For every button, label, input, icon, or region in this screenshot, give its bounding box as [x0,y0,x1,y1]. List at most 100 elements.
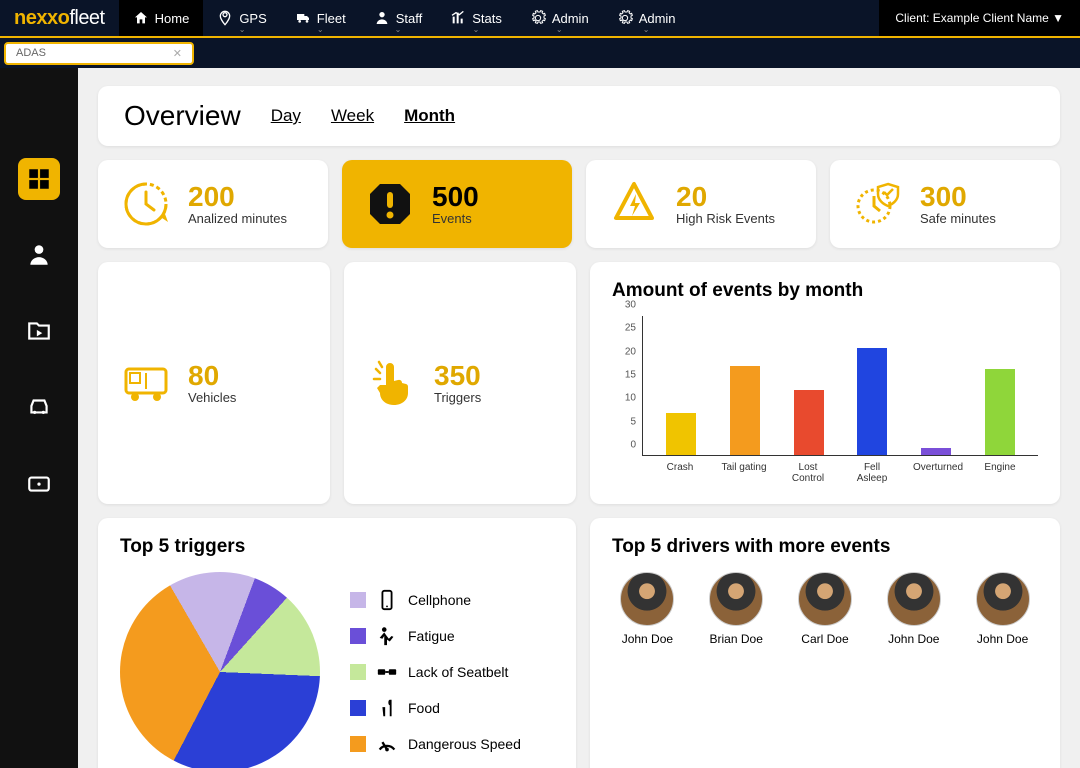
home-icon [133,10,149,26]
driver-name: John Doe [620,632,674,646]
x-label: Engine [977,462,1023,484]
sidebar-dashboard[interactable] [18,158,60,200]
driver-name: John Doe [976,632,1030,646]
person-icon [26,242,52,268]
client-selector[interactable]: Client: Example Client Name ▼ [879,0,1080,36]
shield-clock-icon [852,178,904,230]
close-icon[interactable]: ✕ [173,47,182,60]
legend-item: Cellphone [350,589,521,611]
legend-glyph-icon [376,589,398,611]
avatar [798,572,852,626]
legend-item: Dangerous Speed [350,733,521,755]
bar [794,390,824,455]
legend-item: Lack of Seatbelt [350,661,521,683]
sidebar-camera[interactable] [18,462,60,504]
x-label: Fell Asleep [849,462,895,484]
main-content: Overview Day Week Month 200Analized minu… [78,68,1080,768]
sidebar-car[interactable] [18,386,60,428]
driver-name: Carl Doe [798,632,852,646]
stat-high-risk: 20High Risk Events [586,160,816,248]
period-month[interactable]: Month [404,106,455,126]
nav-gps[interactable]: GPS⌄ [203,0,280,36]
nav-admin-2[interactable]: Admin⌄ [603,0,690,36]
grid-icon [26,166,52,192]
stat-value: 350 [434,362,481,390]
pin-icon [217,10,233,26]
stat-value: 300 [920,183,996,211]
stat-value: 200 [188,183,287,211]
stat-label: Safe minutes [920,211,996,226]
avatar [620,572,674,626]
video-folder-icon [26,318,52,344]
legend-label: Dangerous Speed [408,736,521,752]
y-tick: 5 [630,416,636,427]
swatch-icon [350,592,366,608]
stat-label: Events [432,211,479,226]
swatch-icon [350,700,366,716]
legend-glyph-icon [376,661,398,683]
swatch-icon [350,736,366,752]
brand-b: fleet [69,7,104,30]
car-icon [26,394,52,420]
sidebar-video[interactable] [18,310,60,352]
nav-admin-1[interactable]: Admin⌄ [516,0,603,36]
bolt-icon [608,178,660,230]
avatar [887,572,941,626]
finger-icon [366,357,418,409]
brand-a: nexxo [14,7,69,30]
nav-label: Staff [396,11,423,26]
nav-stats[interactable]: Stats⌄ [436,0,516,36]
x-label: Lost Control [785,462,831,484]
sidebar-user[interactable] [18,234,60,276]
x-label: Tail gating [721,462,767,484]
triggers-panel: Top 5 triggers Cellphone Fatigue Lack of… [98,518,576,768]
drivers-panel: Top 5 drivers with more events John Doe … [590,518,1060,768]
stat-events: 500Events [342,160,572,248]
legend-item: Fatigue [350,625,521,647]
top-navbar: nexxofleet Home GPS⌄ Fleet⌄ Staff⌄ Stats… [0,0,1080,38]
brand-logo: nexxofleet [0,0,119,36]
driver-name: Brian Doe [709,632,763,646]
stat-label: Vehicles [188,390,236,405]
nav-label: Stats [472,11,502,26]
drivers-title: Top 5 drivers with more events [612,536,1038,558]
driver-item[interactable]: John Doe [976,572,1030,646]
y-tick: 30 [625,300,636,311]
stat-label: Analized minutes [188,211,287,226]
bar [730,366,760,455]
overview-header: Overview Day Week Month [98,86,1060,146]
nav-label: Admin [552,11,589,26]
chart-title: Amount of events by month [612,280,1038,302]
bar [666,413,696,455]
page-title: Overview [124,100,241,132]
swatch-icon [350,628,366,644]
stat-label: Triggers [434,390,481,405]
avatar [976,572,1030,626]
nav-fleet[interactable]: Fleet⌄ [281,0,360,36]
bar [921,448,951,455]
chart-icon [450,10,466,26]
driver-item[interactable]: John Doe [887,572,941,646]
stat-value: 500 [432,183,479,211]
sub-navbar: ADAS ✕ [0,38,1080,68]
nav-label: Fleet [317,11,346,26]
x-label: Crash [657,462,703,484]
nav-label: Admin [639,11,676,26]
driver-item[interactable]: John Doe [620,572,674,646]
period-day[interactable]: Day [271,106,301,126]
gear-icon [617,10,633,26]
period-week[interactable]: Week [331,106,374,126]
adas-tag[interactable]: ADAS ✕ [4,42,194,65]
client-label: Client: Example Client Name ▼ [895,11,1064,25]
driver-item[interactable]: Brian Doe [709,572,763,646]
stat-vehicles: 80Vehicles [98,262,330,504]
nav-home[interactable]: Home [119,0,204,36]
pie-legend: Cellphone Fatigue Lack of Seatbelt Food … [350,589,521,755]
clock-icon [120,178,172,230]
nav-staff[interactable]: Staff⌄ [360,0,437,36]
legend-glyph-icon [376,697,398,719]
camera-icon [26,470,52,496]
legend-label: Lack of Seatbelt [408,664,508,680]
driver-item[interactable]: Carl Doe [798,572,852,646]
pie-chart [120,572,320,768]
